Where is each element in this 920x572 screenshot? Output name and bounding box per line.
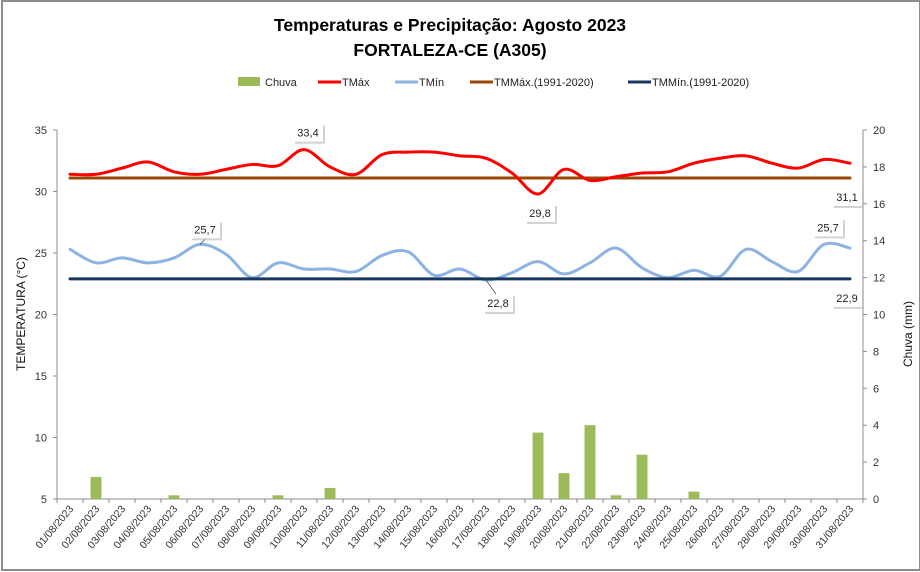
data-label: 33,4 xyxy=(297,128,318,140)
y2-tick-label: 20 xyxy=(873,125,885,137)
data-label-box xyxy=(293,123,323,142)
y2-tick-label: 2 xyxy=(873,457,879,469)
bar-chuva xyxy=(558,473,570,499)
y2-tick-label: 16 xyxy=(873,199,885,211)
data-label: 22,9 xyxy=(836,293,857,305)
y-tick-label: 30 xyxy=(35,187,47,199)
data-label-box xyxy=(813,218,843,237)
series-line-tmin xyxy=(68,241,852,282)
y-tick-label: 20 xyxy=(35,310,47,322)
y2-axis-title: Chuva (mm) xyxy=(901,301,915,367)
bar-chuva xyxy=(90,476,102,499)
y-tick-label: 10 xyxy=(35,433,47,445)
bar-chuva xyxy=(324,487,336,499)
bar-chuva xyxy=(610,495,622,499)
y-tick-label: 15 xyxy=(35,371,47,383)
data-label-box xyxy=(525,203,555,222)
bar-chuva xyxy=(272,495,284,499)
y-tick-label: 35 xyxy=(35,125,47,137)
data-label: 29,8 xyxy=(529,208,550,220)
y2-tick-label: 8 xyxy=(873,346,879,358)
y-axis-title: TEMPERATURA (°C) xyxy=(14,257,28,371)
bar-chuva xyxy=(584,425,596,499)
data-label-box xyxy=(190,220,220,239)
y2-tick-label: 18 xyxy=(873,162,885,174)
legend-label-tmax: TMáx xyxy=(342,77,370,89)
bar-chuva xyxy=(636,454,648,499)
data-label: 25,7 xyxy=(817,222,838,234)
y2-tick-label: 0 xyxy=(873,494,879,506)
data-label: 31,1 xyxy=(836,192,857,204)
y-tick-label: 5 xyxy=(41,494,47,506)
chart-title: Temperaturas e Precipitação: Agosto 2023 xyxy=(274,15,626,35)
data-label-box xyxy=(483,294,513,313)
bar-chuva xyxy=(532,432,544,499)
y2-tick-label: 12 xyxy=(873,273,885,285)
legend-swatch-chuva xyxy=(238,77,260,86)
bar-chuva xyxy=(168,495,180,499)
data-label-box xyxy=(832,187,862,206)
label-leader-line xyxy=(485,279,497,295)
data-label-box xyxy=(832,288,862,307)
y-tick-label: 25 xyxy=(35,248,47,260)
y2-tick-label: 4 xyxy=(873,420,879,432)
data-label: 22,8 xyxy=(487,298,508,310)
legend-label-tmmax-1991-2020: TMMáx.(1991-2020) xyxy=(494,77,594,89)
legend: Chuva TMáx TMín TMMáx.(1991-2020) TMMín.(199… xyxy=(238,77,749,89)
chart-subtitle: FORTALEZA-CE (A305) xyxy=(353,40,546,60)
y2-tick-label: 10 xyxy=(873,310,885,322)
legend-label-tmmin-1991-2020: TMMín.(1991-2020) xyxy=(652,77,749,89)
y2-tick-label: 14 xyxy=(873,236,885,248)
y2-tick-label: 6 xyxy=(873,383,879,395)
bar-chuva xyxy=(688,491,700,499)
legend-label-chuva: Chuva xyxy=(265,77,298,89)
series-line-tmax xyxy=(68,148,852,196)
data-label: 25,7 xyxy=(194,224,215,236)
plot-area: 51015202530350246810121416182001/08/2023… xyxy=(33,123,885,551)
legend-label-tmin: TMín xyxy=(419,77,444,89)
